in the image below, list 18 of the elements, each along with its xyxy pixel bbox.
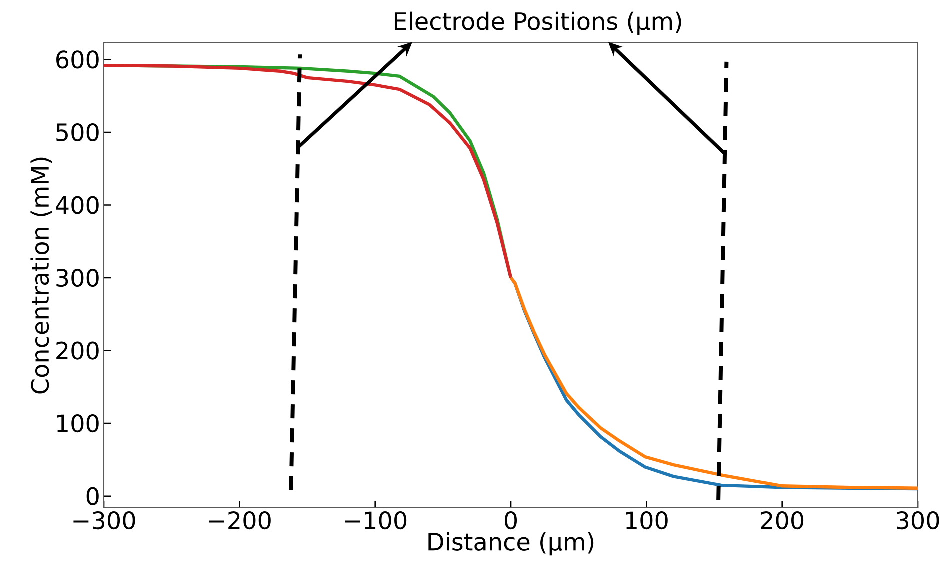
x-tick-label: 0 [504,512,518,530]
x-tick-label: −300 [74,512,136,530]
x-tick-label: 200 [761,512,804,530]
y-tick-label: 300 [56,268,99,288]
y-axis-title: Concentration (mM) [30,158,52,394]
y-tick-label: 200 [56,342,99,360]
y-tick-label: 0 [86,487,99,506]
x-tick-label: 300 [897,512,940,530]
y-tick-label: 400 [56,196,99,214]
x-tick-label: 100 [626,512,668,530]
annotation: Electrode Positions (µm) [394,12,682,35]
x-axis-title: Distance (µm) [428,532,594,556]
x-tick-label: −100 [345,512,407,530]
line-series [102,64,513,280]
y-tick-label: 100 [57,414,99,433]
y-tick-label: 500 [56,123,99,142]
x-tick-label: −200 [209,512,271,530]
y-tick-label: 600 [56,50,99,69]
